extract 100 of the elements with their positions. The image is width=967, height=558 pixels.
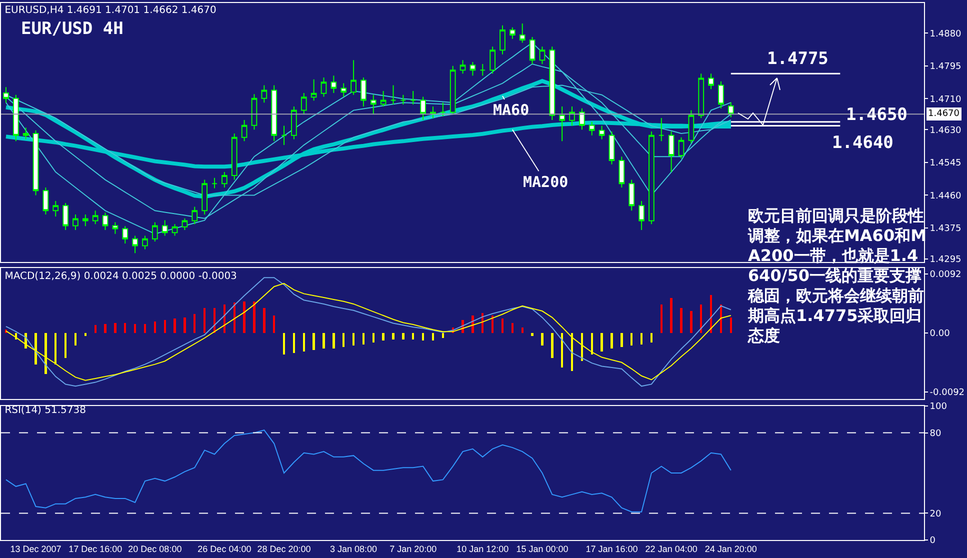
candlestick	[281, 125, 287, 146]
candlestick	[718, 80, 724, 109]
bar	[362, 332, 365, 344]
y-tick-label: 100	[930, 402, 948, 412]
candlestick	[241, 119, 248, 142]
candlestick	[330, 75, 337, 94]
ref-line-label: 1.4670	[928, 109, 960, 119]
bar	[730, 317, 732, 333]
candlestick	[628, 179, 635, 212]
chart-title: MACD(12,26,9) 0.0024 0.0025 0.0000 -0.0003	[4, 271, 237, 282]
bar	[24, 332, 27, 348]
bar	[620, 332, 623, 347]
x-tick-label: 13 Dec 2007	[10, 544, 62, 554]
bar	[690, 311, 692, 333]
bar	[154, 321, 156, 333]
bar	[114, 323, 116, 333]
bar	[521, 328, 524, 333]
bar	[432, 332, 434, 341]
candlestick	[598, 125, 605, 140]
candlestick	[460, 60, 466, 74]
bar	[194, 314, 196, 333]
bar	[372, 332, 374, 342]
bar	[650, 332, 653, 342]
bar	[263, 308, 266, 333]
candlestick	[658, 118, 664, 142]
x-tick-label: 24 Jan 20:00	[704, 544, 757, 554]
candlestick	[519, 22, 526, 44]
bar	[243, 301, 246, 333]
candlestick	[430, 106, 436, 119]
candlestick	[300, 92, 307, 115]
candlestick	[102, 212, 108, 230]
bar	[282, 332, 286, 355]
candlestick	[251, 94, 258, 130]
candlestick	[559, 106, 566, 142]
candlestick	[579, 108, 585, 130]
candlestick	[708, 73, 714, 90]
bar	[94, 325, 96, 333]
x-tick-label: 22 Jan 04:00	[645, 544, 698, 554]
candlestick	[490, 46, 496, 74]
candlestick	[390, 84, 396, 106]
ref-line-label: 1.4640	[832, 133, 894, 153]
bar	[551, 332, 554, 358]
y-tick-label: 1.4795	[930, 62, 962, 72]
bar	[134, 324, 136, 333]
bar	[302, 332, 305, 352]
bar	[640, 332, 643, 344]
bar	[322, 332, 325, 348]
candlestick	[450, 65, 456, 115]
candlestick	[212, 177, 218, 189]
y-tick-label: 1.4545	[930, 158, 962, 169]
x-tick-label: 17 Dec 16:00	[68, 544, 122, 554]
candlestick	[370, 94, 376, 115]
candlestick	[162, 220, 168, 236]
candlestick	[549, 46, 556, 120]
bar	[292, 332, 296, 353]
ref-line-label: 1.4775	[767, 49, 828, 69]
y-tick-label: 0.0092	[930, 270, 962, 280]
candlestick	[192, 206, 198, 225]
y-tick-label: 0.00	[930, 329, 950, 340]
bar	[104, 324, 106, 333]
candlestick	[360, 77, 366, 107]
candlestick	[52, 200, 59, 217]
bar	[332, 332, 335, 348]
candlestick	[350, 60, 356, 96]
candlestick	[42, 187, 49, 216]
candlestick	[72, 214, 78, 230]
candlestick	[668, 131, 674, 173]
candlestick	[510, 26, 516, 40]
y-tick-label: 1.4880	[930, 29, 962, 40]
candlestick	[62, 202, 68, 230]
bar	[531, 332, 534, 336]
candlestick	[480, 63, 486, 76]
chart-title: RSI(14) 51.5738	[4, 405, 86, 416]
y-tick-label: 1.4460	[930, 191, 962, 202]
candlestick	[122, 226, 128, 244]
candlestick	[648, 131, 654, 225]
candlestick	[172, 224, 178, 236]
candlestick	[182, 218, 188, 230]
candlestick	[588, 121, 595, 136]
candlestick	[420, 96, 426, 120]
candlestick	[569, 106, 575, 126]
bar	[273, 316, 276, 333]
candlestick	[440, 102, 446, 117]
bar	[64, 332, 67, 358]
candlestick	[12, 94, 19, 142]
candlestick	[529, 36, 536, 64]
bar	[541, 332, 544, 346]
candlestick	[539, 46, 546, 64]
x-tick-label: 3 Jan 08:00	[330, 544, 378, 554]
bar	[342, 332, 345, 347]
bar	[312, 332, 315, 350]
candlestick	[202, 179, 208, 216]
bar	[164, 320, 166, 333]
candlestick	[32, 130, 39, 196]
candlestick	[618, 156, 625, 188]
candlestick	[380, 90, 386, 107]
bar	[412, 332, 414, 340]
text: MA200	[523, 173, 568, 191]
candlestick	[132, 235, 138, 254]
bar	[174, 318, 176, 333]
